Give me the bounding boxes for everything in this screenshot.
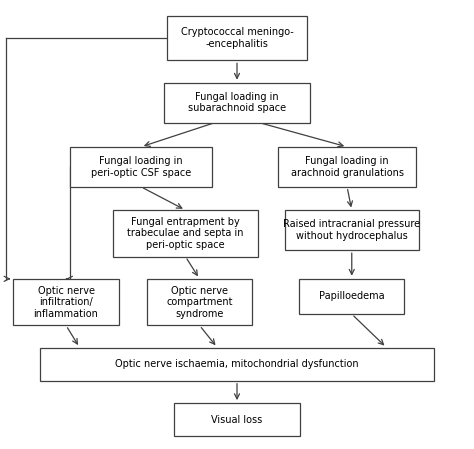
Text: Optic nerve
compartment
syndrome: Optic nerve compartment syndrome — [166, 286, 233, 319]
FancyBboxPatch shape — [70, 147, 212, 187]
Text: Raised intracranial pressure
without hydrocephalus: Raised intracranial pressure without hyd… — [283, 220, 420, 241]
Text: Fungal loading in
arachnoid granulations: Fungal loading in arachnoid granulations — [291, 156, 403, 178]
FancyBboxPatch shape — [167, 16, 307, 61]
Text: Cryptococcal meningo-
-encephalitis: Cryptococcal meningo- -encephalitis — [181, 27, 293, 49]
FancyBboxPatch shape — [147, 279, 252, 326]
FancyBboxPatch shape — [285, 210, 419, 250]
Text: Fungal loading in
peri-optic CSF space: Fungal loading in peri-optic CSF space — [91, 156, 191, 178]
FancyBboxPatch shape — [40, 348, 434, 381]
FancyBboxPatch shape — [278, 147, 416, 187]
Text: Fungal loading in
subarachnoid space: Fungal loading in subarachnoid space — [188, 92, 286, 113]
FancyBboxPatch shape — [174, 403, 300, 436]
FancyBboxPatch shape — [164, 83, 310, 123]
Text: Optic nerve
infiltration/
inflammation: Optic nerve infiltration/ inflammation — [34, 286, 99, 319]
FancyBboxPatch shape — [13, 279, 118, 326]
Text: Fungal entrapment by
trabeculae and septa in
peri-optic space: Fungal entrapment by trabeculae and sept… — [127, 217, 244, 250]
Text: Optic nerve ischaemia, mitochondrial dysfunction: Optic nerve ischaemia, mitochondrial dys… — [115, 359, 359, 369]
Text: Papilloedema: Papilloedema — [319, 291, 384, 301]
FancyBboxPatch shape — [299, 278, 404, 314]
FancyBboxPatch shape — [113, 210, 258, 257]
Text: Visual loss: Visual loss — [211, 414, 263, 425]
